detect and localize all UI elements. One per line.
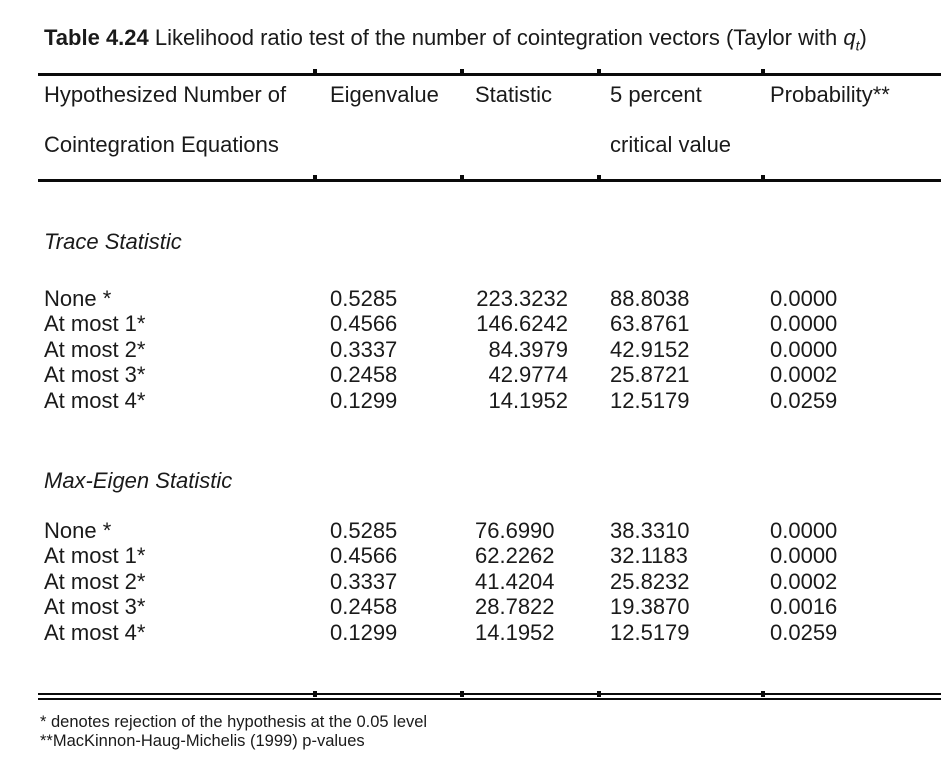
cell-hypothesis: None * (44, 286, 112, 311)
cell-critical-value: 38.3310 (610, 518, 690, 543)
table-row: None * 0.5285 223.3232 88.8038 0.0000 (0, 286, 944, 311)
cell-probability: 0.0016 (770, 594, 838, 620)
cell-eigenvalue: 0.5285 (330, 518, 398, 543)
column-tick (597, 175, 601, 181)
cell-critical-value: 42.9152 (610, 336, 690, 362)
table-row: At most 2* 0.3337 41.4204 25.8232 0.0002 (0, 569, 944, 594)
header-critical-line2: critical value (610, 132, 732, 157)
cell-critical-value: 25.8232 (610, 568, 690, 594)
cell-probability: 0.0259 (770, 387, 838, 413)
variable-q-symbol: q (843, 25, 856, 50)
cell-statistic: 223.3232 (476, 286, 568, 311)
cell-statistic: 28.7822 (475, 594, 555, 620)
table-number: Table 4.24 (44, 25, 149, 50)
cell-hypothesis: None * (44, 518, 112, 543)
cell-probability: 0.0002 (770, 568, 838, 594)
column-tick (460, 691, 464, 697)
cell-eigenvalue: 0.1299 (330, 387, 398, 413)
table-row: At most 4* 0.1299 14.1952 12.5179 0.0259 (0, 620, 944, 645)
table-rule-header-bottom (38, 175, 941, 182)
cell-eigenvalue: 0.2458 (330, 362, 398, 388)
footnote-pvalues-source: **MacKinnon-Haug-Michelis (1999) p-value… (40, 731, 365, 750)
section-heading-trace: Trace Statistic (44, 229, 182, 254)
cell-hypothesis: At most 2* (44, 568, 146, 594)
cell-statistic: 146.6242 (476, 311, 568, 337)
cell-probability: 0.0000 (770, 311, 838, 337)
section-heading-max-eigen: Max-Eigen Statistic (44, 468, 233, 493)
table-row: At most 1* 0.4566 146.6242 63.8761 0.000… (0, 311, 944, 336)
cell-hypothesis: At most 4* (44, 387, 146, 413)
cell-probability: 0.0000 (770, 518, 838, 543)
footnote-rejection-level: * denotes rejection of the hypothesis at… (40, 713, 428, 731)
cell-critical-value: 12.5179 (610, 387, 690, 413)
cell-hypothesis: At most 3* (44, 362, 146, 388)
column-tick (313, 691, 317, 697)
cell-critical-value: 88.8038 (610, 286, 690, 311)
cell-probability: 0.0259 (770, 619, 838, 645)
table-title: Table 4.24 Likelihood ratio test of the … (44, 25, 867, 53)
table-rule-bottom (38, 691, 941, 700)
cell-eigenvalue: 0.3337 (330, 568, 398, 594)
cell-eigenvalue: 0.5285 (330, 286, 398, 311)
cell-critical-value: 12.5179 (610, 619, 690, 645)
trace-rows: None * 0.5285 223.3232 88.8038 0.0000 At… (0, 286, 944, 413)
table-row: At most 3* 0.2458 28.7822 19.3870 0.0016 (0, 594, 944, 619)
cell-statistic: 76.6990 (475, 518, 555, 543)
table-rule-top (38, 69, 941, 76)
variable-q: qt (843, 25, 860, 54)
column-tick (460, 175, 464, 181)
column-tick (761, 69, 765, 75)
column-tick (761, 175, 765, 181)
cell-critical-value: 19.3870 (610, 594, 690, 620)
table-row: None * 0.5285 76.6990 38.3310 0.0000 (0, 518, 944, 543)
cell-probability: 0.0002 (770, 362, 838, 388)
cell-statistic: 41.4204 (475, 568, 555, 594)
cell-statistic: 14.1952 (488, 387, 568, 413)
cell-critical-value: 63.8761 (610, 311, 690, 337)
cell-hypothesis: At most 4* (44, 619, 146, 645)
cell-eigenvalue: 0.4566 (330, 543, 398, 569)
header-statistic: Statistic (475, 82, 553, 107)
column-tick (597, 691, 601, 697)
cell-probability: 0.0000 (770, 286, 838, 311)
cell-hypothesis: At most 3* (44, 594, 146, 620)
column-tick (313, 175, 317, 181)
column-tick (460, 69, 464, 75)
table-title-text: Likelihood ratio test of the number of c… (148, 25, 844, 50)
column-tick (597, 69, 601, 75)
cell-statistic: 84.3979 (488, 336, 568, 362)
header-critical-line1: 5 percent (610, 82, 702, 107)
footnotes: * denotes rejection of the hypothesis at… (40, 713, 427, 750)
column-tick (761, 691, 765, 697)
cell-statistic: 42.9774 (488, 362, 568, 388)
cell-eigenvalue: 0.2458 (330, 594, 398, 620)
table-row: At most 2* 0.3337 84.3979 42.9152 0.0000 (0, 337, 944, 362)
table-row: At most 3* 0.2458 42.9774 25.8721 0.0002 (0, 362, 944, 387)
cell-critical-value: 25.8721 (610, 362, 690, 388)
cell-probability: 0.0000 (770, 336, 838, 362)
cell-statistic: 62.2262 (475, 543, 555, 569)
header-hypothesized-line1: Hypothesized Number of (44, 82, 287, 107)
cell-statistic: 14.1952 (475, 619, 555, 645)
header-eigenvalue: Eigenvalue (330, 82, 439, 107)
header-hypothesized-line2: Cointegration Equations (44, 132, 279, 157)
cell-critical-value: 32.1183 (610, 543, 688, 569)
cell-probability: 0.0000 (770, 543, 838, 569)
cell-hypothesis: At most 1* (44, 543, 146, 569)
cell-eigenvalue: 0.3337 (330, 336, 398, 362)
max-eigen-rows: None * 0.5285 76.6990 38.3310 0.0000 At … (0, 518, 944, 645)
title-close-paren: ) (859, 25, 867, 50)
column-tick (313, 69, 317, 75)
header-probability: Probability** (770, 82, 890, 107)
variable-q-subscript: t (855, 37, 860, 54)
table-row: At most 1* 0.4566 62.2262 32.1183 0.0000 (0, 543, 944, 568)
table-row: At most 4* 0.1299 14.1952 12.5179 0.0259 (0, 388, 944, 413)
cell-eigenvalue: 0.4566 (330, 311, 398, 337)
cell-hypothesis: At most 2* (44, 336, 146, 362)
cell-hypothesis: At most 1* (44, 311, 146, 337)
cell-eigenvalue: 0.1299 (330, 619, 398, 645)
